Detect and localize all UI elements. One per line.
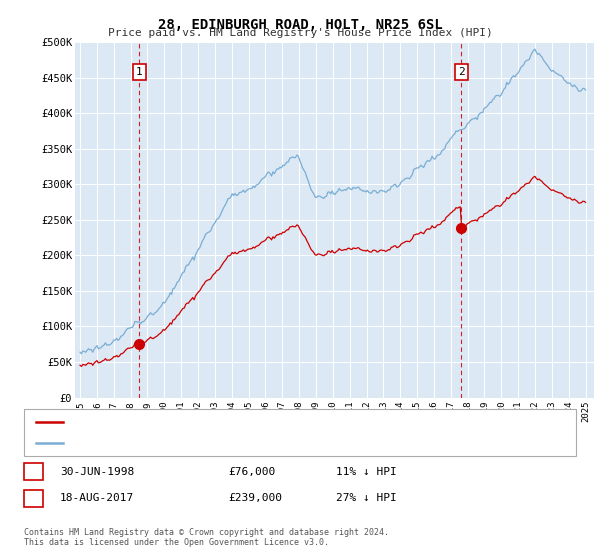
Text: 2: 2 [30,493,37,503]
Text: 1: 1 [30,466,37,477]
Text: 1: 1 [136,67,142,77]
Text: 28, EDINBURGH ROAD, HOLT, NR25 6SL (detached house): 28, EDINBURGH ROAD, HOLT, NR25 6SL (deta… [69,417,368,427]
Text: 2: 2 [458,67,464,77]
Text: 18-AUG-2017: 18-AUG-2017 [60,493,134,503]
Text: £76,000: £76,000 [228,466,275,477]
Text: 11% ↓ HPI: 11% ↓ HPI [336,466,397,477]
Text: HPI: Average price, detached house, North Norfolk: HPI: Average price, detached house, Nort… [69,438,357,448]
Text: 30-JUN-1998: 30-JUN-1998 [60,466,134,477]
Text: Price paid vs. HM Land Registry's House Price Index (HPI): Price paid vs. HM Land Registry's House … [107,28,493,38]
Text: 28, EDINBURGH ROAD, HOLT, NR25 6SL: 28, EDINBURGH ROAD, HOLT, NR25 6SL [158,18,442,32]
Text: 27% ↓ HPI: 27% ↓ HPI [336,493,397,503]
Text: £239,000: £239,000 [228,493,282,503]
Text: Contains HM Land Registry data © Crown copyright and database right 2024.
This d: Contains HM Land Registry data © Crown c… [24,528,389,547]
